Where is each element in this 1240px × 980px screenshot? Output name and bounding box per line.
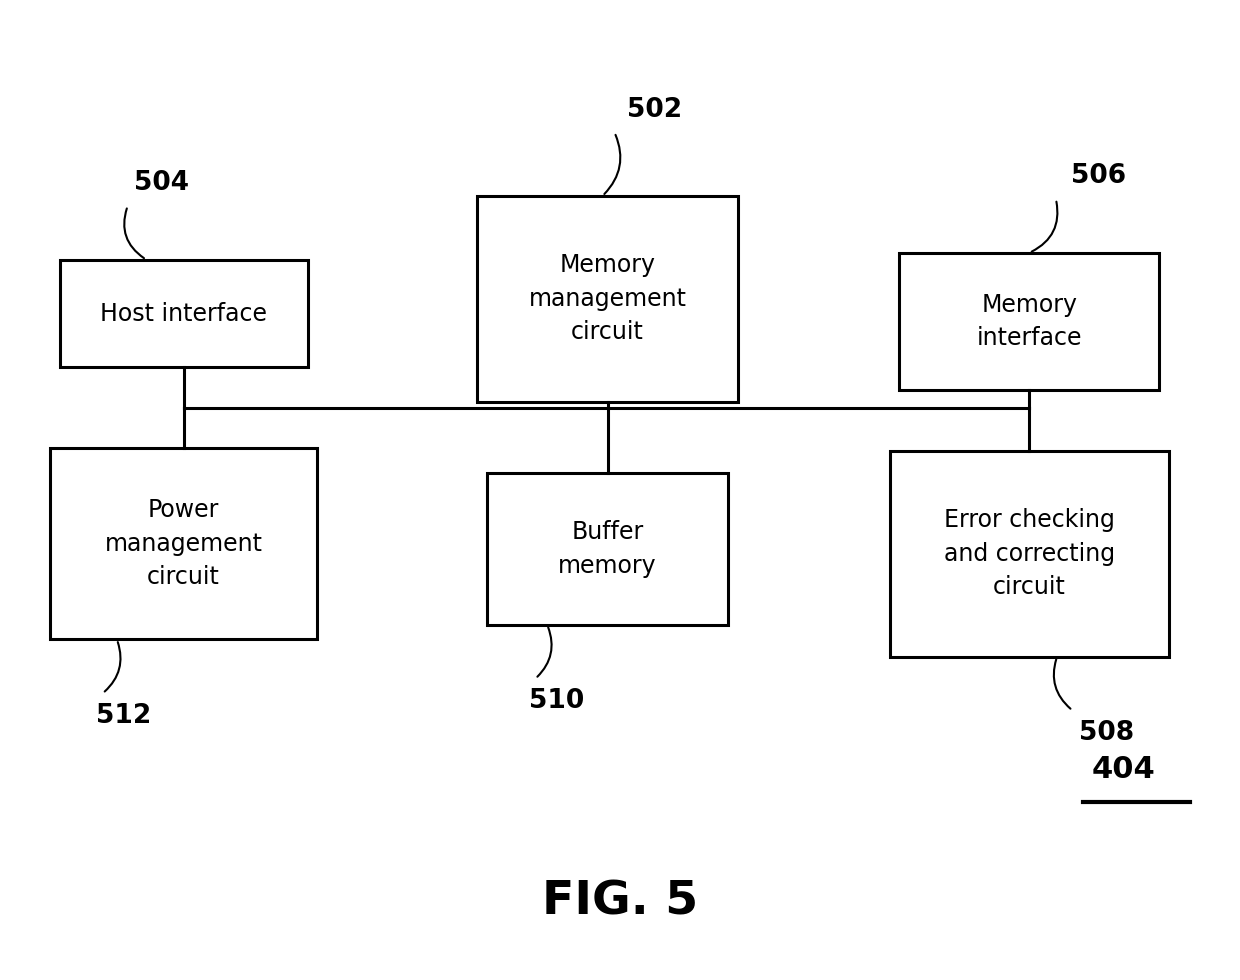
- Text: FIG. 5: FIG. 5: [542, 879, 698, 924]
- Text: Host interface: Host interface: [100, 302, 267, 325]
- Text: 508: 508: [1079, 720, 1133, 747]
- Text: 506: 506: [1071, 163, 1126, 189]
- Bar: [486, 473, 728, 625]
- Bar: [889, 451, 1168, 657]
- Text: Error checking
and correcting
circuit: Error checking and correcting circuit: [944, 509, 1115, 599]
- Text: Memory
management
circuit: Memory management circuit: [528, 254, 687, 344]
- Bar: [477, 196, 738, 402]
- Text: Memory
interface: Memory interface: [976, 293, 1083, 350]
- Bar: [60, 260, 308, 368]
- Text: 510: 510: [529, 688, 584, 714]
- Text: 504: 504: [134, 170, 188, 196]
- Bar: [50, 449, 317, 639]
- Text: Power
management
circuit: Power management circuit: [104, 499, 263, 589]
- Text: 512: 512: [97, 704, 151, 729]
- Text: 502: 502: [627, 96, 682, 122]
- Text: 404: 404: [1091, 755, 1154, 784]
- Bar: [899, 253, 1159, 390]
- Text: Buffer
memory: Buffer memory: [558, 520, 657, 577]
